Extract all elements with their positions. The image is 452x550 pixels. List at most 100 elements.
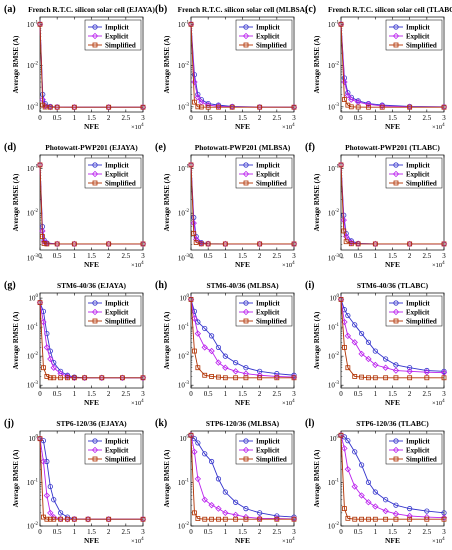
- x-tick-label: 0: [339, 252, 343, 260]
- x-tick-label: 1.5: [388, 114, 397, 122]
- data-point: [37, 300, 43, 306]
- data-point: [352, 322, 358, 328]
- y-tick-label: 10-3: [328, 254, 340, 263]
- data-point: [423, 513, 430, 521]
- x-tick-label: 1: [224, 114, 228, 122]
- data-point: [358, 462, 365, 468]
- data-point: [192, 348, 197, 354]
- x-tick-label: 0: [38, 114, 42, 122]
- data-point: [424, 516, 430, 522]
- legend-marker: [393, 318, 399, 324]
- panel-letter: (d): [4, 142, 16, 153]
- data-point: [341, 228, 347, 234]
- data-point: [383, 497, 389, 503]
- x-tick-label: 0.5: [53, 252, 62, 260]
- y-tick-label: 10-2: [178, 62, 190, 71]
- chart-panel: (l) STP6-120/36 (TLABC) 0 0.5 1 1.5 2 2.5 3 10-2 1…: [305, 418, 448, 545]
- data-point: [188, 432, 194, 438]
- legend-label: Explicit: [406, 309, 430, 317]
- data-point: [348, 96, 355, 103]
- data-point: [352, 449, 358, 455]
- data-point: [40, 234, 45, 239]
- x-tick-label: 2.5: [121, 528, 130, 536]
- data-point: [257, 241, 263, 247]
- y-axis-label: Average RMSE (A): [313, 173, 321, 231]
- data-point: [140, 375, 146, 381]
- data-point: [215, 505, 222, 512]
- legend-marker: [393, 456, 399, 462]
- data-point: [47, 104, 53, 110]
- data-point: [202, 451, 208, 457]
- data-point: [85, 516, 91, 522]
- chart-panel: (b) French R.T.C. silicon solar cell (MLB…: [155, 4, 308, 131]
- legend-label: Explicit: [256, 171, 280, 179]
- legend-marker: [243, 318, 249, 324]
- chart-panel: (e) Photowatt-PWP201 (MLBSA) 0 0.5 1 1.5 2 2.5 3…: [155, 142, 298, 269]
- legend-marker: [392, 446, 400, 454]
- legend-marker: [92, 24, 98, 30]
- y-tick-label: 10-3: [178, 381, 190, 390]
- y-tick-label: 10-1: [178, 478, 190, 487]
- data-point: [274, 375, 280, 381]
- x-multiplier: ×104: [131, 261, 144, 269]
- data-point: [257, 516, 263, 522]
- legend-label: Explicit: [406, 171, 430, 179]
- legend-marker: [242, 170, 250, 178]
- data-point: [343, 239, 349, 245]
- legend-marker: [392, 32, 400, 40]
- data-point: [209, 333, 215, 339]
- x-axis-label: NFE: [235, 122, 250, 131]
- x-tick-label: 1.5: [388, 528, 397, 536]
- data-point: [71, 104, 77, 110]
- legend-label: Implicit: [105, 162, 129, 170]
- data-point: [232, 368, 239, 375]
- chart-panel: (h) STM6-40/36 (MLBSA) 0 0.5 1 1.5 2 2.5 3 10-3 10…: [155, 280, 298, 407]
- x-tick-label: 0: [189, 252, 193, 260]
- legend-label: Simplified: [105, 180, 136, 188]
- data-point: [222, 489, 228, 495]
- y-tick-label: 10-2: [27, 352, 39, 361]
- x-tick-label: 0.5: [204, 252, 213, 260]
- data-point: [243, 516, 249, 522]
- x-tick-label: 2: [408, 114, 412, 122]
- x-tick-label: 0.5: [53, 390, 62, 398]
- legend-label: Simplified: [105, 318, 136, 326]
- legend-label: Implicit: [406, 162, 430, 170]
- y-tick-label: 10-2: [178, 352, 190, 361]
- x-tick-label: 0.5: [354, 252, 363, 260]
- x-tick-label: 2.5: [422, 390, 431, 398]
- data-point: [188, 297, 194, 302]
- data-point: [338, 21, 344, 27]
- y-tick-label: 10-1: [328, 323, 340, 332]
- y-tick-label: 10-2: [328, 62, 340, 71]
- data-point: [365, 499, 372, 506]
- y-tick-label: 100: [180, 294, 190, 303]
- data-point: [140, 516, 146, 522]
- x-tick-label: 3: [292, 252, 296, 260]
- data-point: [44, 458, 50, 465]
- data-point: [47, 355, 54, 363]
- legend-label: Explicit: [105, 33, 129, 41]
- x-tick-label: 0: [189, 114, 193, 122]
- data-point: [222, 364, 229, 371]
- legend-marker: [92, 318, 98, 324]
- data-point: [407, 516, 413, 522]
- x-multiplier: ×104: [131, 399, 144, 407]
- y-tick-label: 10-1: [27, 323, 39, 332]
- x-tick-label: 1.5: [87, 252, 96, 260]
- data-point: [140, 241, 146, 247]
- legend-marker: [91, 170, 99, 178]
- x-tick-label: 1: [374, 528, 378, 536]
- legend-marker: [92, 438, 98, 444]
- data-point: [37, 21, 43, 27]
- data-point: [209, 516, 215, 522]
- data-point: [198, 241, 204, 247]
- chart-panel: (a) French R.T.C. silicon solar cell (EJA…: [4, 4, 155, 131]
- data-point: [40, 318, 47, 326]
- x-tick-label: 1: [73, 528, 77, 536]
- series-line: [190, 434, 295, 518]
- data-point: [50, 513, 57, 521]
- x-multiplier: ×104: [282, 399, 295, 407]
- legend-marker: [243, 24, 249, 30]
- x-tick-label: 2.5: [422, 528, 431, 536]
